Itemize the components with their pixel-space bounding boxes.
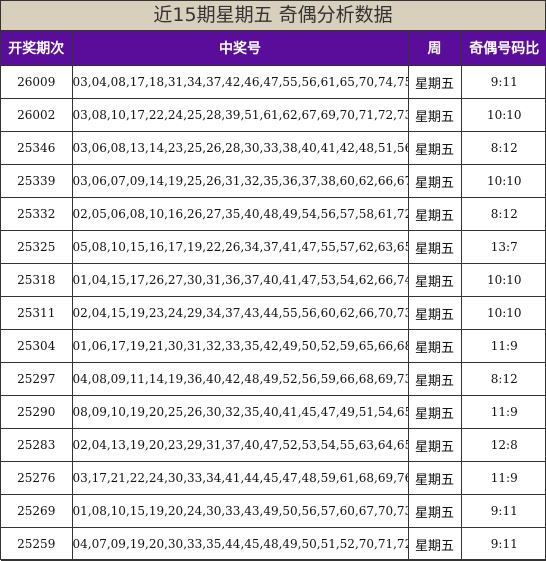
header-period: 开奖期次	[1, 31, 73, 66]
period-cell: 26002	[1, 98, 73, 132]
week-cell: 星期五	[407, 131, 462, 165]
table-row: 25290 08,09,10,19,20,25,26,30,32,35,40,41…	[1, 395, 546, 429]
numbers-cell: 03,17,21,22,24,30,33,34,41,44,45,47,48,5…	[71, 461, 409, 495]
period-cell: 25318	[1, 263, 73, 297]
table-row: 26002 03,08,10,17,22,24,25,28,39,51,61,62…	[1, 98, 546, 132]
week-cell: 星期五	[407, 527, 462, 561]
week-cell: 星期五	[407, 362, 462, 396]
period-cell: 25339	[1, 164, 73, 198]
table-row: 25311 02,04,15,19,23,24,29,34,37,43,44,55…	[1, 296, 546, 330]
week-cell: 星期五	[407, 98, 462, 132]
week-cell: 星期五	[407, 494, 462, 528]
table-row: 25304 01,06,17,19,21,30,31,32,33,35,42,49…	[1, 329, 546, 363]
numbers-cell: 01,08,10,15,19,20,24,30,33,43,49,50,56,5…	[71, 494, 409, 528]
ratio-cell: 11:9	[460, 461, 546, 495]
table-row: 25297 04,08,09,11,14,19,36,40,42,48,49,52…	[1, 362, 546, 396]
period-cell: 25325	[1, 230, 73, 264]
ratio-cell: 10:10	[460, 296, 546, 330]
header-ratio: 奇偶号码比	[460, 31, 546, 66]
ratio-cell: 10:10	[460, 98, 546, 132]
week-cell: 星期五	[407, 164, 462, 198]
header-row: 开奖期次 中奖号 周 奇偶号码比	[1, 31, 546, 66]
table-row: 26009 03,04,08,17,18,31,34,37,42,46,47,55…	[1, 65, 546, 99]
header-numbers: 中奖号	[71, 31, 409, 66]
ratio-cell: 11:9	[460, 395, 546, 429]
week-cell: 星期五	[407, 329, 462, 363]
table-body: 26009 03,04,08,17,18,31,34,37,42,46,47,55…	[1, 65, 546, 561]
numbers-cell: 05,08,10,15,16,17,19,22,26,34,37,41,47,5…	[71, 230, 409, 264]
numbers-cell: 01,04,15,17,26,27,30,31,36,37,40,41,47,5…	[71, 263, 409, 297]
period-cell: 25311	[1, 296, 73, 330]
period-cell: 25297	[1, 362, 73, 396]
numbers-cell: 08,09,10,19,20,25,26,30,32,35,40,41,45,4…	[71, 395, 409, 429]
numbers-cell: 04,07,09,19,20,30,33,35,44,45,48,49,50,5…	[71, 527, 409, 561]
week-cell: 星期五	[407, 428, 462, 462]
ratio-cell: 13:7	[460, 230, 546, 264]
table-row: 25276 03,17,21,22,24,30,33,34,41,44,45,47…	[1, 461, 546, 495]
page-title: 近15期星期五 奇偶分析数据	[1, 1, 545, 31]
ratio-cell: 9:11	[460, 527, 546, 561]
week-cell: 星期五	[407, 197, 462, 231]
table-row: 25269 01,08,10,15,19,20,24,30,33,43,49,50…	[1, 494, 546, 528]
week-cell: 星期五	[407, 263, 462, 297]
ratio-cell: 8:12	[460, 131, 546, 165]
numbers-cell: 03,06,07,09,14,19,25,26,31,32,35,36,37,3…	[71, 164, 409, 198]
ratio-cell: 10:10	[460, 263, 546, 297]
table-row: 25318 01,04,15,17,26,27,30,31,36,37,40,41…	[1, 263, 546, 297]
period-cell: 25304	[1, 329, 73, 363]
ratio-cell: 9:11	[460, 494, 546, 528]
week-cell: 星期五	[407, 65, 462, 99]
table-row: 25339 03,06,07,09,14,19,25,26,31,32,35,36…	[1, 164, 546, 198]
table-row: 25259 04,07,09,19,20,30,33,35,44,45,48,49…	[1, 527, 546, 561]
period-cell: 25283	[1, 428, 73, 462]
numbers-cell: 03,04,08,17,18,31,34,37,42,46,47,55,56,6…	[71, 65, 409, 99]
period-cell: 25276	[1, 461, 73, 495]
ratio-cell: 10:10	[460, 164, 546, 198]
numbers-cell: 02,04,15,19,23,24,29,34,37,43,44,55,56,6…	[71, 296, 409, 330]
data-table: 开奖期次 中奖号 周 奇偶号码比 26009 03,04,08,17,18,31,…	[1, 31, 546, 561]
period-cell: 25269	[1, 494, 73, 528]
numbers-cell: 04,08,09,11,14,19,36,40,42,48,49,52,56,5…	[71, 362, 409, 396]
period-cell: 25346	[1, 131, 73, 165]
table-row: 25332 02,05,06,08,10,16,26,27,35,40,48,49…	[1, 197, 546, 231]
table-row: 25346 03,06,08,13,14,23,25,26,28,30,33,38…	[1, 131, 546, 165]
ratio-cell: 12:8	[460, 428, 546, 462]
numbers-cell: 03,06,08,13,14,23,25,26,28,30,33,38,40,4…	[71, 131, 409, 165]
ratio-cell: 9:11	[460, 65, 546, 99]
table-row: 25283 02,04,13,19,20,23,29,31,37,40,47,52…	[1, 428, 546, 462]
numbers-cell: 02,04,13,19,20,23,29,31,37,40,47,52,53,5…	[71, 428, 409, 462]
ratio-cell: 11:9	[460, 329, 546, 363]
period-cell: 25332	[1, 197, 73, 231]
period-cell: 25259	[1, 527, 73, 561]
period-cell: 25290	[1, 395, 73, 429]
week-cell: 星期五	[407, 461, 462, 495]
week-cell: 星期五	[407, 230, 462, 264]
ratio-cell: 8:12	[460, 197, 546, 231]
header-week: 周	[407, 31, 462, 66]
numbers-cell: 02,05,06,08,10,16,26,27,35,40,48,49,54,5…	[71, 197, 409, 231]
week-cell: 星期五	[407, 395, 462, 429]
numbers-cell: 03,08,10,17,22,24,25,28,39,51,61,62,67,6…	[71, 98, 409, 132]
table-row: 25325 05,08,10,15,16,17,19,22,26,34,37,41…	[1, 230, 546, 264]
week-cell: 星期五	[407, 296, 462, 330]
period-cell: 26009	[1, 65, 73, 99]
numbers-cell: 01,06,17,19,21,30,31,32,33,35,42,49,50,5…	[71, 329, 409, 363]
ratio-cell: 8:12	[460, 362, 546, 396]
